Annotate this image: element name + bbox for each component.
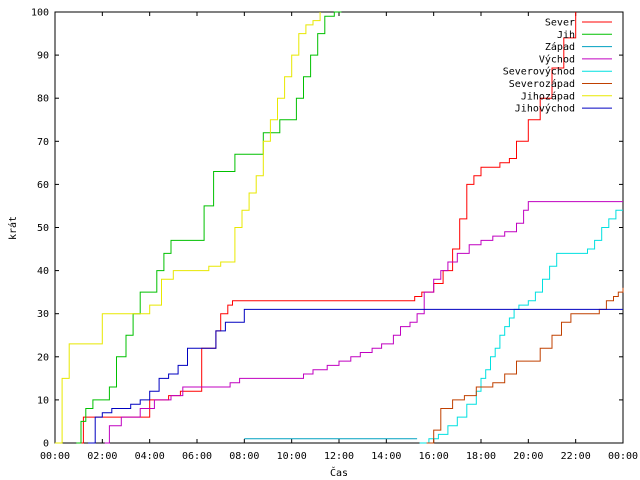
x-tick-label: 18:00 bbox=[466, 451, 496, 462]
x-tick-label: 22:00 bbox=[561, 451, 591, 462]
series-line-jih bbox=[76, 11, 342, 444]
x-tick-label: 00:00 bbox=[40, 451, 70, 462]
series-line-jihozápad bbox=[55, 12, 321, 444]
legend-label: Východ bbox=[539, 53, 575, 65]
y-tick-label: 90 bbox=[37, 51, 49, 62]
legend-label: Severovýchod bbox=[503, 66, 575, 78]
legend-label: Sever bbox=[545, 18, 575, 29]
y-tick-label: 50 bbox=[37, 223, 49, 234]
series-line-severozápad bbox=[426, 287, 624, 444]
x-tick-label: 06:00 bbox=[182, 451, 212, 462]
y-tick-label: 80 bbox=[37, 94, 49, 105]
x-tick-label: 12:00 bbox=[324, 451, 354, 462]
legend-label: Jih bbox=[557, 30, 575, 41]
series-line-jihovýchod bbox=[88, 308, 623, 444]
x-tick-label: 14:00 bbox=[371, 451, 401, 462]
y-tick-label: 60 bbox=[37, 180, 49, 191]
legend-label: Západ bbox=[545, 41, 575, 53]
y-tick-label: 100 bbox=[31, 8, 49, 19]
x-axis-ticks: 00:00 02:00 04:00 06:00 08:00 10:00 12:00 14:00… bbox=[40, 12, 638, 462]
series-line-sever bbox=[78, 12, 577, 444]
series-line-východ bbox=[104, 201, 623, 444]
series-line-severovýchod bbox=[419, 209, 623, 444]
y-axis-ticks: 0 10 20 30 40 50 60 70 80 90 100 bbox=[31, 8, 623, 450]
legend-label: Jihozápad bbox=[521, 90, 575, 102]
y-tick-label: 70 bbox=[37, 137, 49, 148]
y-tick-label: 10 bbox=[37, 395, 49, 406]
x-tick-label: 00:00 bbox=[608, 451, 638, 462]
y-tick-label: 30 bbox=[37, 309, 49, 320]
x-tick-label: 08:00 bbox=[229, 451, 259, 462]
legend: SeverJihZápadVýchodSeverovýchodSeverozáp… bbox=[503, 18, 612, 115]
x-tick-label: 10:00 bbox=[277, 451, 307, 462]
series-lines bbox=[55, 11, 624, 444]
legend-label: Severozápad bbox=[509, 78, 575, 90]
x-tick-label: 04:00 bbox=[135, 451, 165, 462]
y-tick-label: 0 bbox=[43, 439, 49, 450]
x-tick-label: 16:00 bbox=[419, 451, 449, 462]
x-tick-label: 20:00 bbox=[513, 451, 543, 462]
x-axis-label: Čas bbox=[330, 466, 348, 479]
y-tick-label: 40 bbox=[37, 266, 49, 277]
y-axis-label: krát bbox=[7, 216, 19, 240]
legend-label: Jihovýchod bbox=[515, 103, 575, 115]
y-tick-label: 20 bbox=[37, 352, 49, 363]
x-tick-label: 02:00 bbox=[87, 451, 117, 462]
